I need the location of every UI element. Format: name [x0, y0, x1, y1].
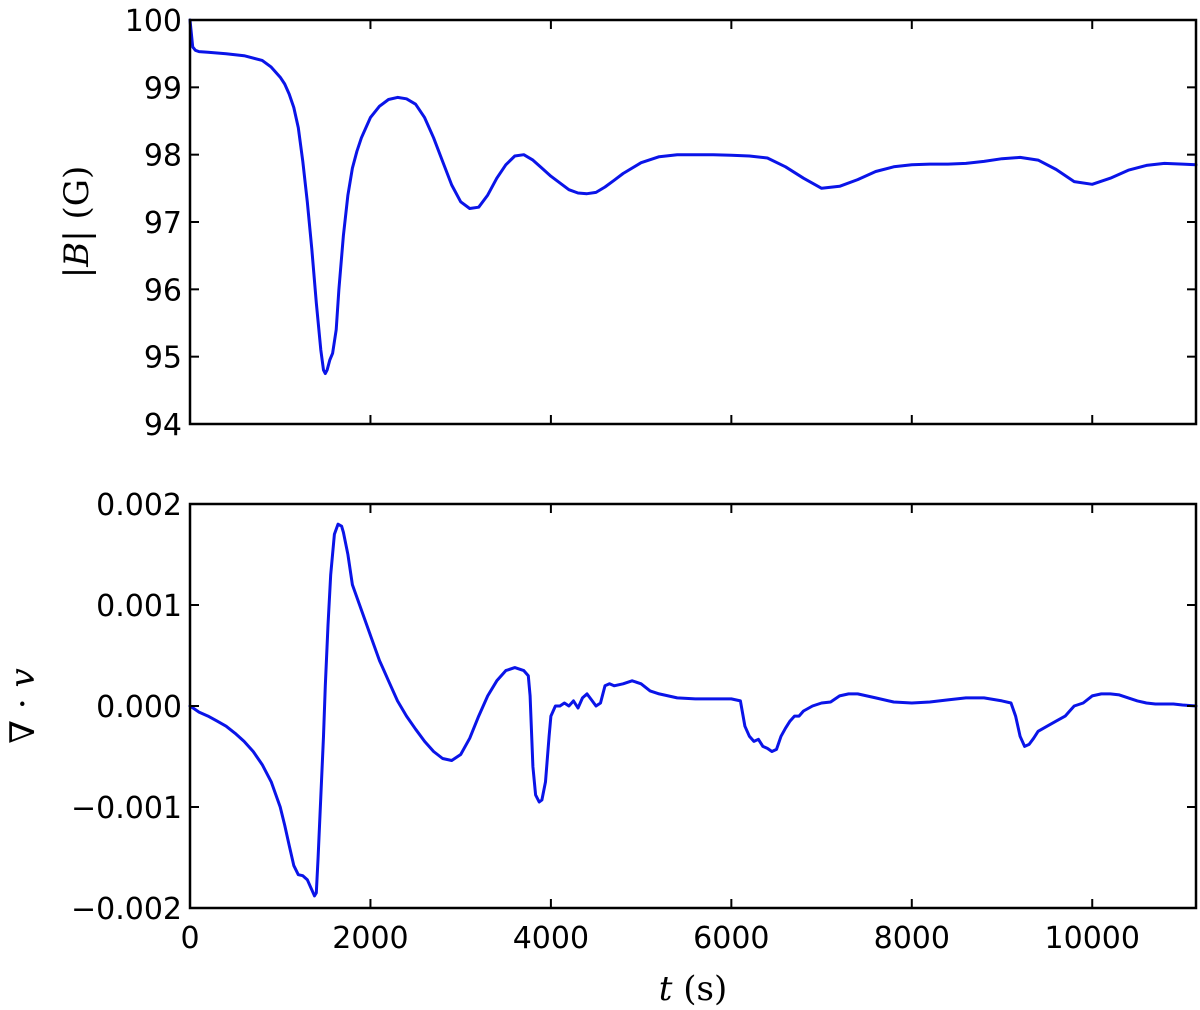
- y-tick-label: 100: [125, 4, 182, 39]
- y-tick-label: 0.002: [96, 488, 182, 523]
- magnetic-field-y-axis-label: |B| (G): [57, 166, 97, 278]
- velocity-divergence-axes-frame: [188, 502, 1198, 910]
- y-tick-label: 0.000: [96, 690, 182, 725]
- y-tick-label: 99: [144, 71, 182, 106]
- magnetic-field-x-ticks: [189, 20, 1094, 424]
- velocity-divergence-y-axis-label: ∇ · v: [3, 668, 43, 743]
- velocity-divergence-x-ticks: 0 2000 4000 6000 8000 10000: [180, 504, 1140, 956]
- y-tick-label: 97: [144, 206, 182, 241]
- time-x-axis-label: t (s): [659, 969, 727, 1009]
- y-tick-label: 98: [144, 139, 182, 174]
- x-tick-label: 6000: [693, 921, 769, 956]
- x-tick-label: 0: [180, 921, 199, 956]
- y-tick-label: 0.001: [96, 589, 182, 624]
- y-tick-label: 94: [144, 408, 182, 443]
- x-tick-label: 10000: [1045, 921, 1140, 956]
- magnetic-field-axes-frame: [188, 18, 1198, 426]
- y-tick-label: 95: [144, 341, 182, 376]
- y-tick-label: −0.002: [71, 892, 182, 927]
- x-tick-label: 2000: [332, 921, 408, 956]
- magnetic-field-line: [188, 18, 1198, 375]
- magnetic-field-panel: 94 95 96 97 98 99 100 |B| (G): [57, 4, 1198, 443]
- magnetic-field-y-ticks: 94 95 96 97 98 99 100: [125, 4, 1196, 443]
- y-tick-label: 96: [144, 273, 182, 308]
- x-tick-label: 4000: [513, 921, 589, 956]
- velocity-divergence-panel: −0.002 −0.001 0.000 0.001 0.002 0 2000 4000 600…: [3, 488, 1198, 1009]
- x-tick-label: 8000: [874, 921, 950, 956]
- y-tick-label: −0.001: [71, 791, 182, 826]
- velocity-divergence-line: [188, 522, 1198, 898]
- velocity-divergence-y-ticks: −0.002 −0.001 0.000 0.001 0.002: [71, 488, 1196, 927]
